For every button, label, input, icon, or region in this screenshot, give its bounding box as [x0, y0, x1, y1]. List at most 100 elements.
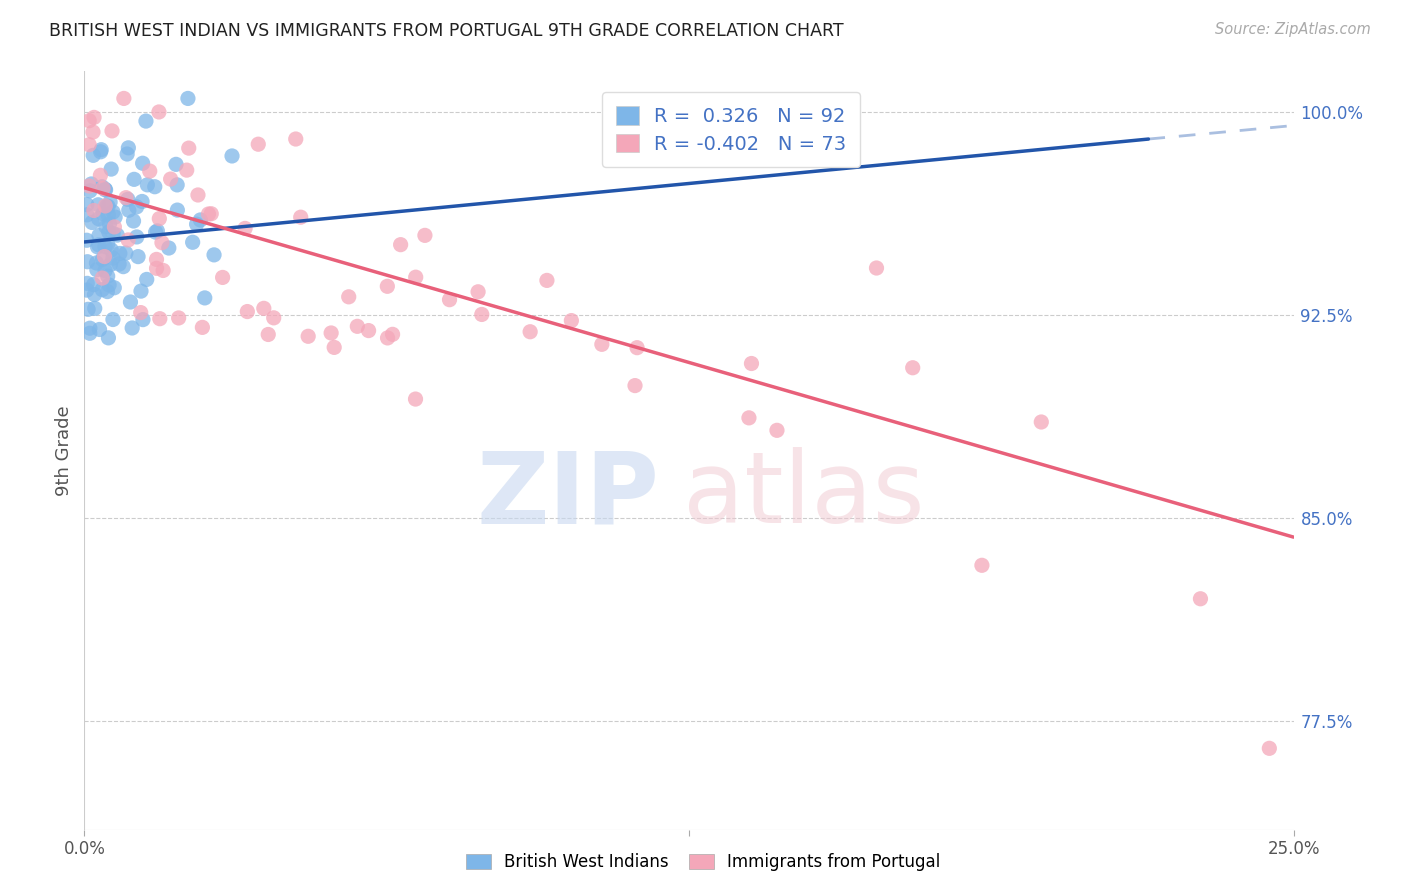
Point [1189, 591, 1212, 606]
Point [389, 237, 412, 252]
Point [167, 310, 190, 325]
Point [97, 269, 120, 284]
Point [865, 260, 887, 275]
Point [253, 301, 276, 316]
Point [148, 211, 170, 226]
Point [83, 287, 105, 301]
Point [145, 261, 167, 276]
Point [117, 233, 139, 247]
Point [83, 301, 105, 316]
Point [101, 312, 124, 326]
Point [560, 313, 582, 327]
Point [375, 279, 398, 293]
Point [197, 207, 219, 221]
Point [77, 137, 100, 152]
Point [91, 181, 114, 195]
Point [97, 199, 120, 213]
Point [100, 258, 122, 272]
Point [138, 164, 160, 178]
Point [117, 141, 139, 155]
Point [79, 321, 101, 335]
Point [190, 213, 212, 227]
Point [91, 283, 114, 297]
Point [90, 143, 112, 157]
Point [86, 262, 108, 277]
Point [132, 312, 155, 326]
Point [766, 423, 789, 437]
Text: BRITISH WEST INDIAN VS IMMIGRANTS FROM PORTUGAL 9TH GRADE CORRELATION CHART: BRITISH WEST INDIAN VS IMMIGRANTS FROM P… [49, 22, 844, 40]
Point [98, 195, 121, 210]
Point [103, 219, 125, 234]
Point [83, 277, 105, 292]
Point [105, 228, 128, 243]
Point [233, 221, 256, 235]
Point [120, 295, 142, 310]
Point [94, 199, 117, 213]
Legend: British West Indians, Immigrants from Portugal: British West Indians, Immigrants from Po… [457, 845, 949, 880]
Point [186, 217, 208, 231]
Point [97, 331, 120, 345]
Point [79, 184, 101, 198]
Point [901, 360, 924, 375]
Point [236, 304, 259, 318]
Point [145, 225, 167, 239]
Point [149, 311, 172, 326]
Point [97, 208, 120, 222]
Point [135, 272, 157, 286]
Point [136, 178, 159, 192]
Point [122, 172, 145, 186]
Point [405, 270, 427, 285]
Point [181, 235, 204, 250]
Point [117, 192, 139, 206]
Point [148, 105, 170, 120]
Point [93, 250, 115, 264]
Point [1258, 741, 1281, 756]
Point [263, 310, 285, 325]
Point [108, 257, 131, 271]
Point [115, 191, 138, 205]
Point [77, 113, 100, 128]
Text: atlas: atlas [683, 448, 925, 544]
Point [82, 148, 104, 162]
Point [104, 210, 127, 224]
Point [86, 240, 108, 254]
Point [80, 177, 103, 191]
Point [177, 141, 200, 155]
Point [1031, 415, 1053, 429]
Point [101, 205, 124, 219]
Point [100, 243, 122, 257]
Point [91, 271, 114, 285]
Point [177, 91, 200, 105]
Point [125, 230, 148, 244]
Point [467, 285, 489, 299]
Point [76, 254, 98, 268]
Point [202, 248, 225, 262]
Point [83, 203, 105, 218]
Point [82, 125, 104, 139]
Point [381, 327, 404, 342]
Point [76, 208, 98, 222]
Text: ZIP: ZIP [477, 448, 659, 544]
Point [591, 337, 613, 351]
Point [357, 324, 380, 338]
Point [91, 252, 114, 267]
Point [377, 331, 399, 345]
Point [89, 169, 111, 183]
Point [176, 163, 198, 178]
Point [87, 237, 110, 252]
Point [143, 179, 166, 194]
Point [471, 308, 494, 322]
Point [405, 392, 427, 406]
Point [191, 320, 214, 334]
Point [98, 277, 121, 292]
Point [96, 199, 118, 213]
Point [94, 183, 117, 197]
Point [413, 228, 436, 243]
Point [131, 194, 153, 209]
Point [121, 321, 143, 335]
Point [439, 293, 461, 307]
Text: Source: ZipAtlas.com: Source: ZipAtlas.com [1215, 22, 1371, 37]
Point [284, 132, 307, 146]
Point [76, 283, 98, 297]
Point [94, 263, 117, 277]
